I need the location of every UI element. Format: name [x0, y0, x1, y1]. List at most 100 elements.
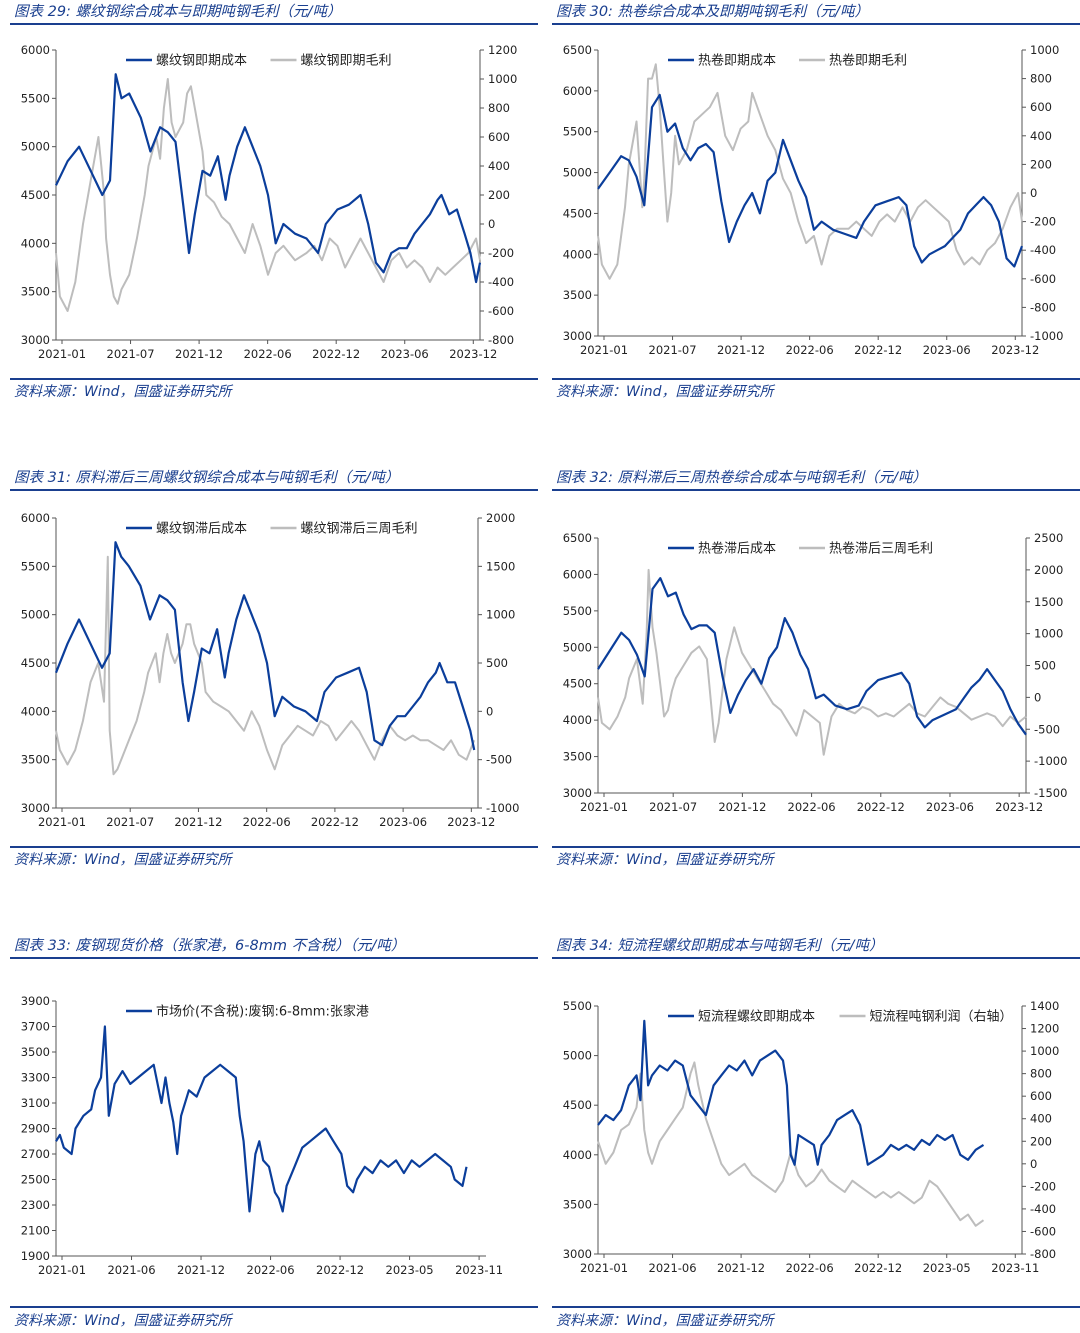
source-note: 资料来源：Wind，国盛证券研究所 — [14, 384, 232, 400]
right-tick-label: 1200 — [488, 43, 517, 57]
right-tick-label: 2000 — [1034, 563, 1063, 577]
left-tick-label: 4500 — [21, 656, 50, 670]
chart-title: 图表 31: 原料滞后三周螺纹钢综合成本与吨钢毛利（元/吨） — [14, 470, 400, 486]
right-tick-label: 1000 — [486, 608, 515, 622]
title-rule — [10, 23, 538, 25]
right-tick-label: 0 — [488, 217, 495, 231]
right-tick-label: 1000 — [1030, 1044, 1059, 1058]
right-tick-label: 1200 — [1030, 1022, 1059, 1036]
legend-label: 市场价(不含税):废钢:6-8mm:张家港 — [156, 1004, 369, 1020]
right-tick-label: -1000 — [1034, 754, 1067, 768]
chart-plot: 300035004000450050005500-800-600-400-200… — [563, 999, 1060, 1275]
left-tick-label: 3000 — [21, 801, 50, 815]
right-tick-label: -500 — [1034, 722, 1060, 736]
x-tick-label: 2021-12 — [717, 1261, 765, 1275]
left-tick-label: 6500 — [563, 43, 592, 57]
x-tick-label: 2022-06 — [788, 800, 836, 814]
left-tick-label: 3500 — [21, 753, 50, 767]
legend-label: 螺纹钢滞后三周毛利 — [301, 522, 418, 537]
source-note: 资料来源：Wind，国盛证券研究所 — [556, 852, 774, 868]
x-tick-label: 2022-12 — [316, 1263, 364, 1277]
right-tick-label: -1000 — [1030, 329, 1063, 343]
left-tick-label: 3700 — [21, 1020, 50, 1034]
x-tick-label: 2021-01 — [580, 1261, 628, 1275]
right-tick-label: 1400 — [1030, 999, 1059, 1013]
source-rule — [552, 378, 1080, 380]
left-tick-label: 5000 — [563, 1049, 592, 1063]
left-tick-label: 3500 — [563, 750, 592, 764]
chart-panel-29: 图表 29: 螺纹钢综合成本与即期吨钢毛利（元/吨） 3000 3500 4000 4… — [10, 0, 538, 400]
legend-label: 热卷即期毛利 — [829, 53, 907, 69]
legend-label: 螺纹钢即期成本 — [156, 54, 247, 69]
left-tick-label: 5000 — [563, 166, 592, 180]
left-tick-label: 1900 — [21, 1249, 50, 1263]
x-tick-label: 2021-06 — [107, 1263, 155, 1277]
x-tick-label: 2021-07 — [107, 347, 155, 361]
x-tick-label: 2022-12 — [311, 815, 359, 829]
right-tick-label: 2500 — [1034, 531, 1063, 545]
left-tick-label: 6000 — [563, 84, 592, 98]
chart-plot: 3000350040004500500055006000-800-600-400… — [21, 43, 518, 361]
x-tick-label: 2021-12 — [717, 343, 765, 357]
right-tick-label: -800 — [1030, 300, 1056, 314]
x-tick-label: 2022-12 — [854, 343, 902, 357]
left-tick-label: 2700 — [21, 1147, 50, 1161]
left-tick-label: 5000 — [563, 640, 592, 654]
x-tick-label: 2022-06 — [243, 815, 291, 829]
chart-panel-30: 图表 30: 热卷综合成本及即期吨钢毛利（元/吨） 3000 3500 4000 45… — [552, 0, 1080, 400]
x-tick-label: 2022-06 — [786, 1261, 834, 1275]
right-tick-label: -400 — [1030, 1202, 1056, 1216]
x-tick-label: 2023-05 — [386, 1263, 434, 1277]
right-tick-label: 600 — [1030, 1089, 1052, 1103]
right-tick-label: 400 — [488, 159, 510, 173]
source-rule — [552, 846, 1080, 848]
left-tick-label: 4500 — [563, 1098, 592, 1112]
left-tick-label: 4000 — [563, 713, 592, 727]
x-tick-label: 2021-07 — [649, 800, 697, 814]
left-tick-label: 6500 — [563, 531, 592, 545]
right-tick-label: 800 — [1030, 72, 1052, 86]
x-tick-label: 2023-06 — [379, 815, 427, 829]
right-tick-label: -400 — [1030, 243, 1056, 257]
left-tick-label: 4500 — [563, 677, 592, 691]
right-tick-label: -800 — [488, 333, 514, 347]
right-tick-label: 600 — [488, 130, 510, 144]
left-tick-label: 6000 — [21, 43, 50, 57]
left-tick-label: 3000 — [563, 329, 592, 343]
right-tick-label: 500 — [1034, 659, 1056, 673]
source-note: 资料来源：Wind，国盛证券研究所 — [556, 384, 774, 400]
left-tick-label: 4000 — [563, 247, 592, 261]
right-tick-label: 1500 — [1034, 595, 1063, 609]
source-rule — [552, 1306, 1080, 1308]
x-tick-label: 2021-12 — [718, 800, 766, 814]
left-tick-label: 5500 — [563, 604, 592, 618]
x-tick-label: 2023-12 — [447, 815, 495, 829]
legend-label: 热卷滞后三周毛利 — [829, 541, 933, 557]
left-tick-label: 4000 — [21, 236, 50, 250]
right-tick-label: 1000 — [1030, 43, 1059, 57]
x-tick-label: 2023-12 — [995, 800, 1043, 814]
right-tick-label: -200 — [488, 246, 514, 260]
chart-plot: 3000 3500 4000 4500 5000 5500 6000 -1000 -500 0 50… — [21, 511, 520, 829]
x-tick-label: 2023-12 — [991, 343, 1039, 357]
chart-plot: 30003500400045005000550060006500-1500-10… — [563, 531, 1068, 814]
right-tick-label: -600 — [1030, 1224, 1056, 1238]
left-tick-label: 3000 — [21, 333, 50, 347]
left-tick-label: 5000 — [21, 608, 50, 622]
title-rule — [552, 957, 1080, 959]
right-tick-label: -500 — [486, 753, 512, 767]
chart-panel-32: 图表 32: 原料滞后三周热卷综合成本与吨钢毛利（元/吨） 3000 3500 40… — [552, 466, 1080, 868]
left-tick-label: 4000 — [563, 1148, 592, 1162]
x-tick-label: 2022-06 — [786, 343, 834, 357]
left-tick-label: 4500 — [21, 188, 50, 202]
right-tick-label: 0 — [1034, 690, 1041, 704]
legend-label: 螺纹钢滞后成本 — [156, 522, 247, 537]
series-line-1 — [597, 1061, 985, 1227]
left-tick-label: 5500 — [21, 91, 50, 105]
left-tick-label: 5500 — [563, 999, 592, 1013]
right-tick-label: -1000 — [486, 801, 519, 815]
source-note: 资料来源：Wind，国盛证券研究所 — [14, 1313, 232, 1329]
x-tick-label: 2023-06 — [381, 347, 429, 361]
x-tick-label: 2022-06 — [247, 1263, 295, 1277]
x-tick-label: 2023-05 — [923, 1261, 971, 1275]
